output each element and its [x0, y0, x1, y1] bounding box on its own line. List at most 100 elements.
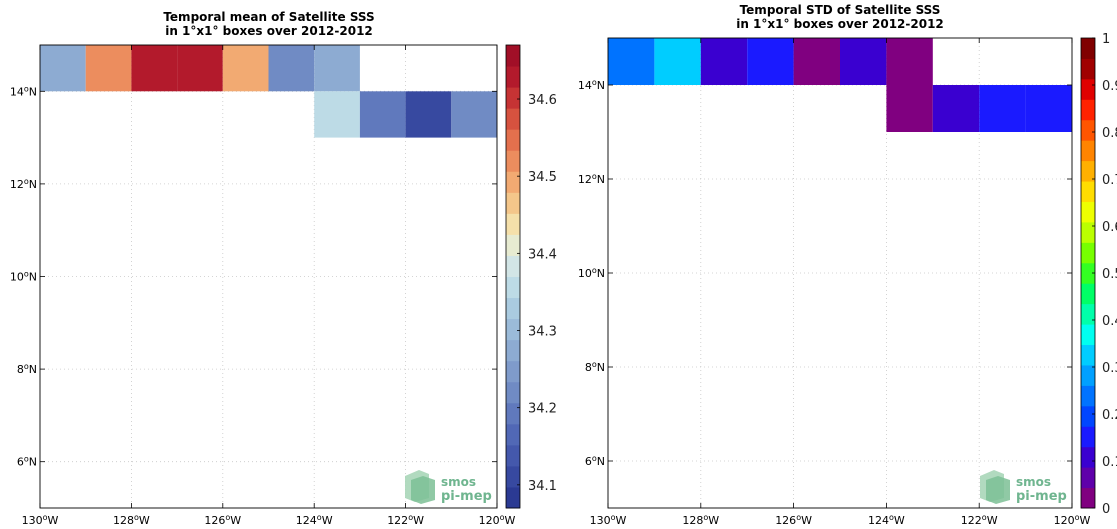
heatmap-cell — [747, 38, 794, 85]
colorbar-segment — [506, 87, 520, 109]
colorbar-tick-label: 0.1 — [1102, 455, 1117, 470]
colorbar-segment — [1081, 324, 1095, 346]
colorbar-segment — [506, 213, 520, 235]
heatmap-cell — [793, 38, 840, 85]
colorbar-segment — [506, 339, 520, 362]
colorbar-tick-label: 34.5 — [528, 170, 557, 185]
y-tick-label: 10oN — [578, 266, 605, 280]
x-tick-label: 126oW — [775, 513, 812, 527]
y-tick-label: 12oN — [10, 177, 37, 191]
y-tick-label: 14oN — [10, 84, 37, 98]
colorbar-segment — [506, 108, 520, 130]
heatmap-cell — [840, 38, 887, 85]
colorbar-segment — [506, 129, 520, 151]
logo-text-line-2: pi-mep — [441, 489, 492, 504]
logo-text-line-1: smos — [1016, 475, 1051, 489]
x-tick-label: 124oW — [868, 513, 905, 527]
colorbar-tick-label: 34.1 — [528, 479, 557, 494]
colorbar-segment — [506, 150, 520, 172]
x-tick-label: 126oW — [204, 513, 241, 527]
colorbar-segment — [506, 297, 520, 320]
colorbar-segment — [1081, 99, 1095, 121]
heatmap-cell — [405, 91, 452, 138]
colorbar-segment — [506, 444, 520, 467]
chart-title-line-1: Temporal mean of Satellite SSS — [163, 10, 374, 24]
colorbar-segment — [1081, 487, 1095, 509]
colorbar-tick-label: 34.3 — [528, 325, 557, 340]
chart-title-line-2: in 1°x1° boxes over 2012-2012 — [165, 24, 373, 38]
chart-title-line-1: Temporal STD of Satellite SSS — [740, 3, 941, 17]
x-tick-label: 122oW — [387, 513, 424, 527]
x-tick-label: 120oW — [1054, 513, 1091, 527]
y-tick-label: 6oN — [585, 454, 605, 468]
heatmap-cell — [40, 45, 86, 92]
colorbar-segment — [1081, 446, 1095, 468]
colorbar-segment — [506, 192, 520, 214]
heatmap-cell — [131, 45, 178, 92]
y-tick-label: 10oN — [10, 270, 37, 284]
colorbar-tick-label: 0.2 — [1102, 408, 1117, 423]
heatmap-cell — [608, 38, 655, 85]
heatmap-cell — [314, 45, 360, 92]
colorbar-tick-label: 34.6 — [528, 93, 557, 108]
x-tick-label: 128oW — [113, 513, 150, 527]
colorbar-segment — [506, 381, 520, 404]
logo-emblem-icon — [411, 476, 435, 504]
logo-emblem-icon — [986, 476, 1010, 504]
colorbar-segment — [506, 318, 520, 341]
colorbar-segment — [1081, 201, 1095, 223]
x-tick-label: 124oW — [296, 513, 333, 527]
colorbar-segment — [506, 66, 520, 88]
heatmap-cell — [1025, 85, 1072, 132]
heatmap-cell — [700, 38, 748, 85]
colorbar-tick-label: 0.9 — [1102, 79, 1117, 94]
x-tick-label: 130oW — [22, 513, 59, 527]
colorbar-segment — [1081, 119, 1095, 141]
colorbar-tick-label: 0.4 — [1102, 314, 1117, 329]
heatmap-cell — [979, 85, 1026, 132]
heatmap-cell — [359, 91, 406, 138]
heatmap-cell — [886, 85, 933, 132]
colorbar-segment — [1081, 221, 1095, 243]
colorbar-tick-label: 0.8 — [1102, 126, 1117, 141]
y-tick-label: 8oN — [585, 360, 605, 374]
y-tick-label: 6oN — [17, 455, 37, 469]
colorbar-segment — [506, 486, 520, 509]
colorbar-segment — [1081, 426, 1095, 448]
colorbar-segment — [1081, 467, 1095, 489]
colorbar-segment — [506, 45, 520, 67]
colorbar-tick-label: 0.3 — [1102, 361, 1117, 376]
colorbar-segment — [1081, 38, 1095, 59]
y-tick-label: 8oN — [17, 362, 37, 376]
chart-title-line-2: in 1°x1° boxes over 2012-2012 — [736, 17, 944, 31]
colorbar-tick-label: 0.5 — [1102, 267, 1117, 282]
colorbar-segment — [1081, 364, 1095, 386]
x-tick-label: 120oW — [479, 513, 516, 527]
colorbar-tick-label: 1 — [1102, 32, 1110, 47]
colorbar-segment — [1081, 283, 1095, 305]
x-tick-label: 128oW — [682, 513, 719, 527]
colorbar-tick-label: 0.7 — [1102, 173, 1117, 188]
heatmap-cell — [268, 45, 315, 92]
colorbar-tick-label: 0.6 — [1102, 220, 1117, 235]
colorbar-segment — [506, 171, 520, 193]
colorbar-segment — [1081, 58, 1095, 80]
colorbar-segment — [1081, 140, 1095, 162]
colorbar-segment — [506, 402, 520, 425]
colorbar-segment — [1081, 344, 1095, 366]
colorbar-tick-label: 34.4 — [528, 247, 557, 262]
colorbar-tick-label: 34.2 — [528, 402, 557, 417]
colorbar-segment — [1081, 160, 1095, 182]
heatmap-cell — [85, 45, 132, 92]
colorbar-segment — [506, 234, 520, 256]
heatmap-cell — [451, 91, 497, 138]
heatmap-cell — [932, 85, 980, 132]
colorbar-segment — [506, 360, 520, 383]
colorbar-frame — [505, 44, 521, 509]
heatmap-cell — [222, 45, 269, 92]
